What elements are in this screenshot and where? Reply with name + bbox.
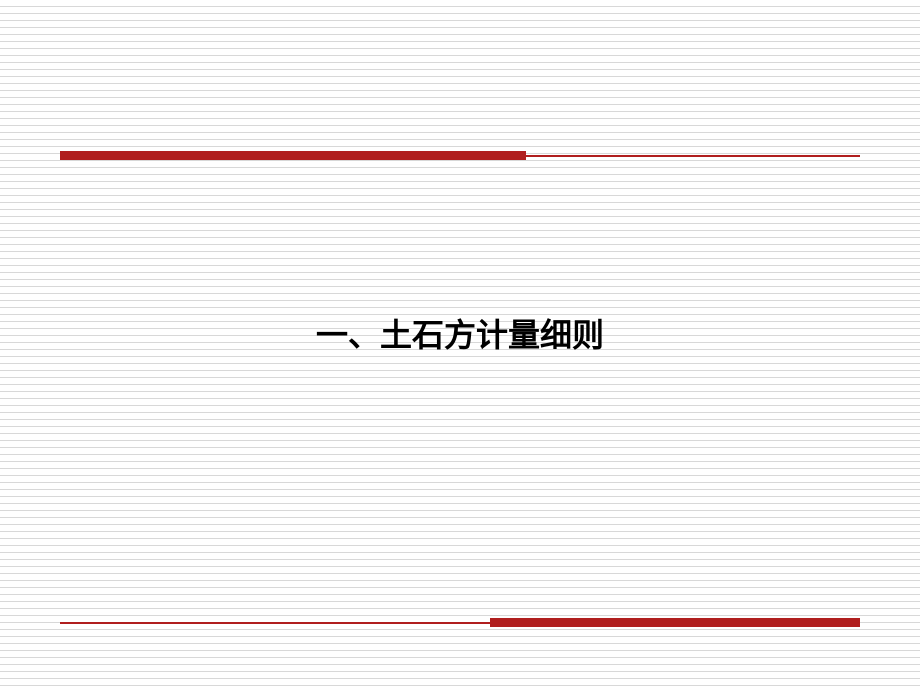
top-bar-thin-segment (526, 155, 860, 157)
top-accent-bar (60, 151, 860, 160)
bottom-bar-thin-segment (60, 622, 490, 624)
bottom-bar-thick-segment (490, 618, 860, 627)
top-bar-thick-segment (60, 151, 526, 160)
slide-title: 一、土石方计量细则 (316, 310, 604, 356)
bottom-accent-bar (60, 618, 860, 627)
